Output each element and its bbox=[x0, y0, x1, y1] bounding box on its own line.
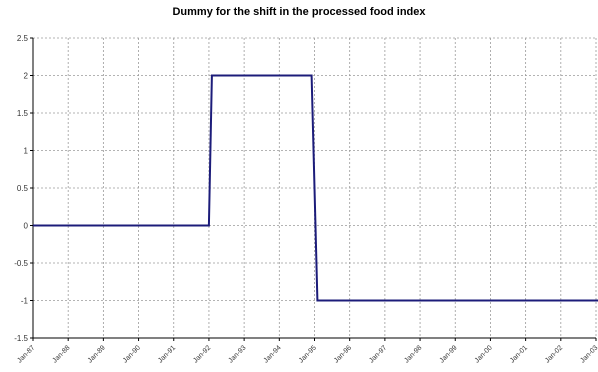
x-tick-label: Jan-97 bbox=[368, 344, 388, 364]
x-tick-label: Jan-92 bbox=[192, 344, 212, 364]
y-tick-label: -1 bbox=[21, 297, 29, 306]
x-tick-labels: Jan-87 Jan-88 Jan-89 Jan-90 Jan-91 Jan-92 Jan-… bbox=[16, 344, 598, 364]
x-tick-label: Jan-90 bbox=[122, 344, 142, 364]
chart-title: Dummy for the shift in the processed foo… bbox=[172, 6, 426, 18]
x-tick-label: Jan-02 bbox=[544, 344, 564, 364]
y-tick-label: 0.5 bbox=[17, 184, 29, 193]
y-tick-label: 2 bbox=[24, 72, 29, 81]
x-tick-label: Jan-89 bbox=[87, 344, 107, 364]
y-tick-label: 1.5 bbox=[17, 109, 29, 118]
series-line bbox=[33, 74, 598, 302]
series-group bbox=[33, 74, 598, 302]
x-tick-label: Jan-00 bbox=[474, 344, 494, 364]
y-tick-label: 2.5 bbox=[17, 34, 29, 43]
x-tick-label: Jan-91 bbox=[157, 344, 177, 364]
x-tick-label: Jan-99 bbox=[439, 344, 459, 364]
y-tick-label: 1 bbox=[24, 147, 29, 156]
y-tick-labels: 2.5 2 1.5 1 0.5 0 -0.5 -1 -1.5 bbox=[14, 34, 28, 343]
x-tick-label: Jan-87 bbox=[16, 344, 36, 364]
y-tick-label: -1.5 bbox=[14, 334, 28, 343]
x-tick-label: Jan-01 bbox=[509, 344, 529, 364]
x-tick-label: Jan-98 bbox=[403, 344, 423, 364]
y-tick-label: 0 bbox=[24, 222, 29, 231]
x-tick-label: Jan-95 bbox=[298, 344, 318, 364]
x-tick-label: Jan-94 bbox=[263, 344, 283, 364]
x-tick-label: Jan-88 bbox=[52, 344, 72, 364]
y-tick-label: -0.5 bbox=[14, 259, 28, 268]
plot-axes bbox=[30, 37, 597, 341]
x-tick-label: Jan-03 bbox=[579, 344, 598, 364]
x-tick-label: Jan-93 bbox=[227, 344, 247, 364]
x-tick-label: Jan-96 bbox=[333, 344, 353, 364]
